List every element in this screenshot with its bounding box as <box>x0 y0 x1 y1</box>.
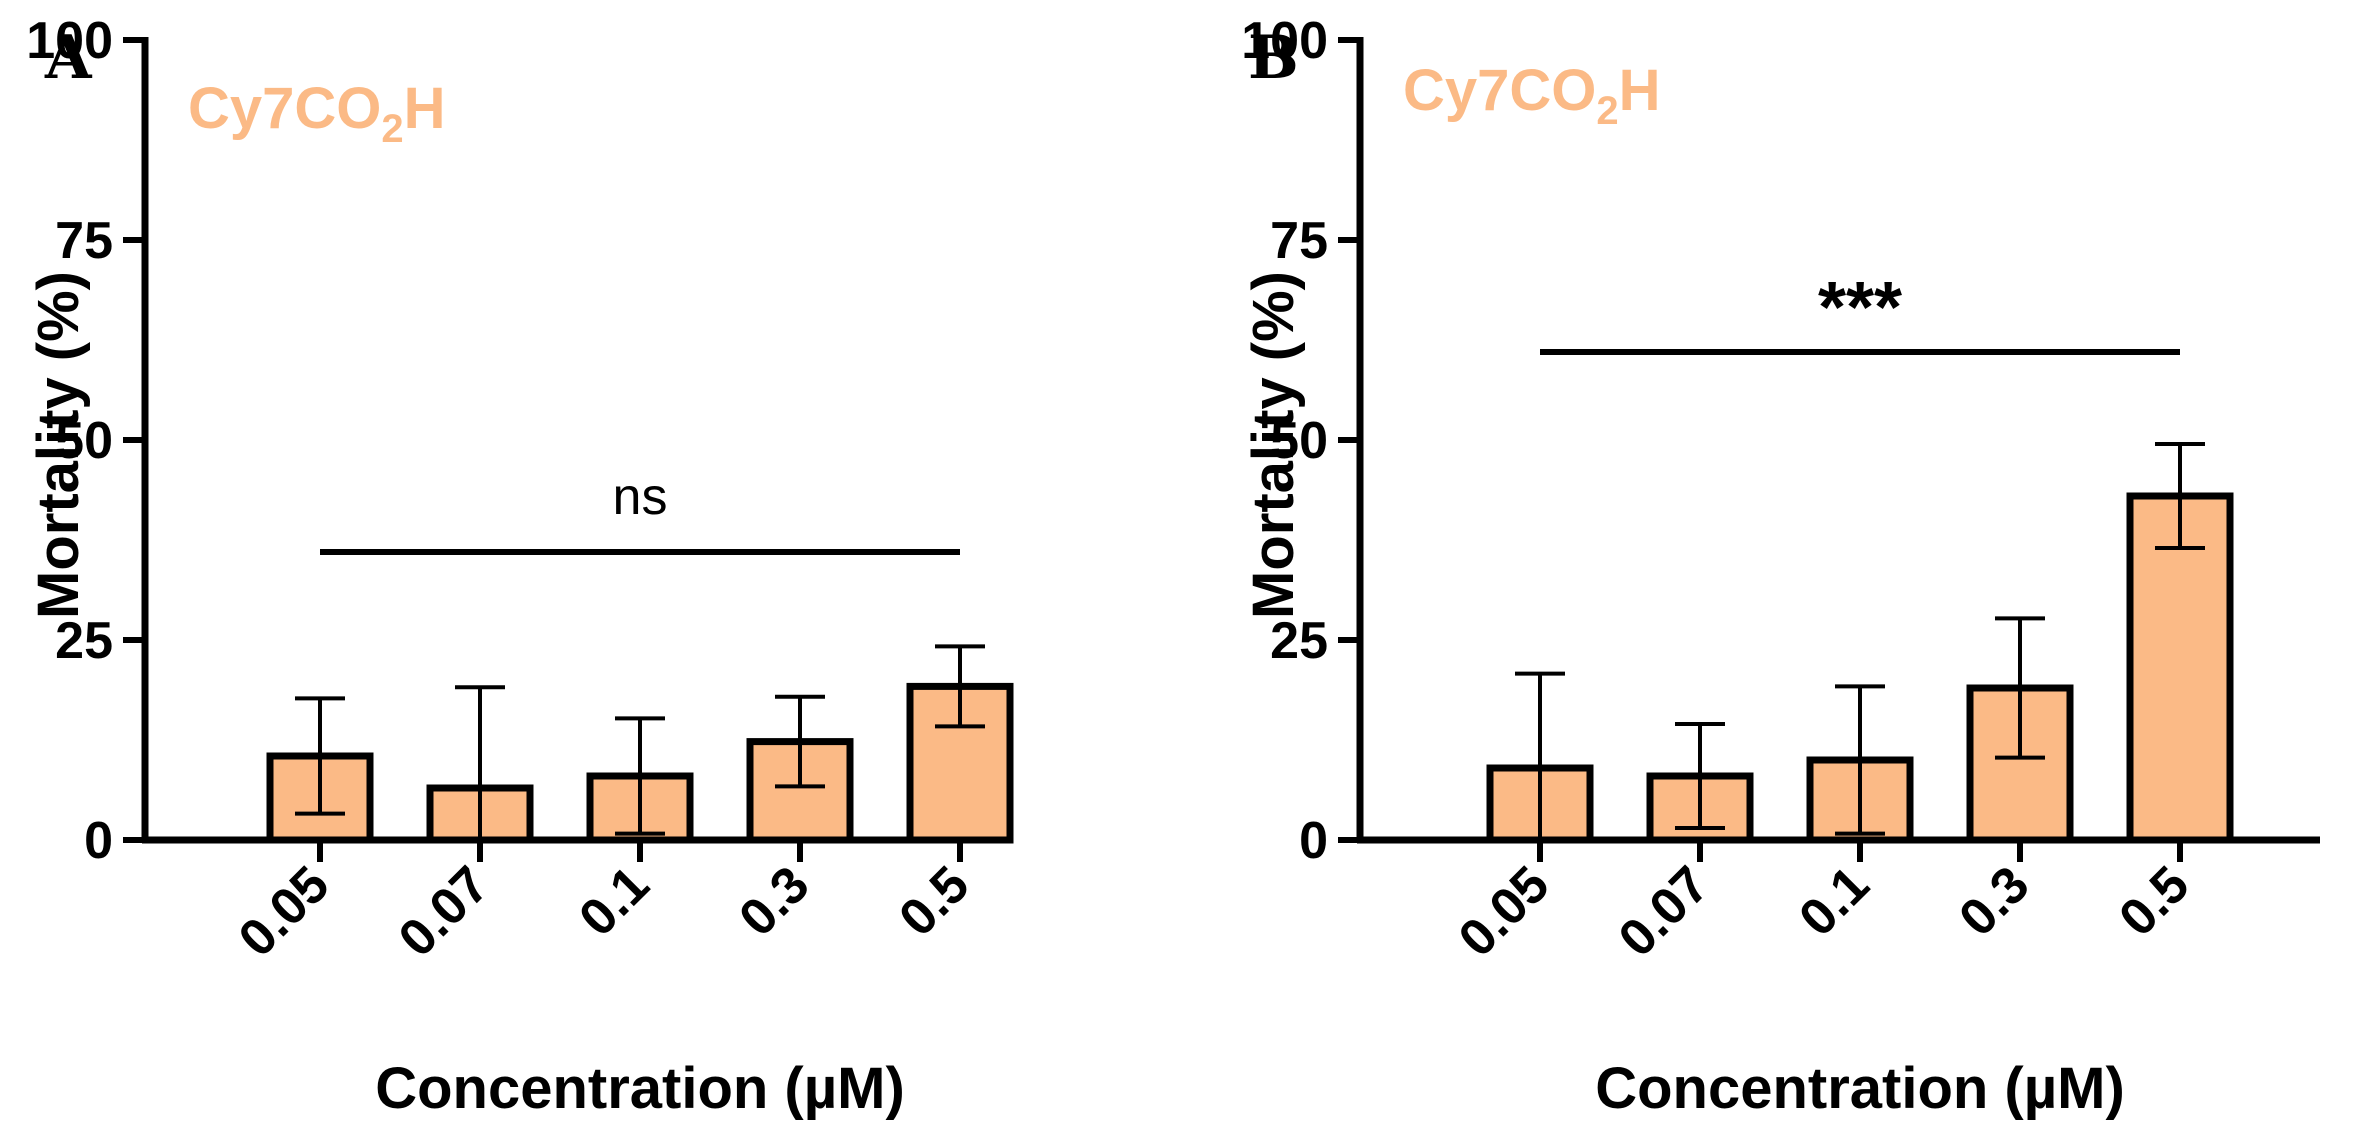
significance-label: *** <box>1818 268 1902 348</box>
x-tick-label: 0.05 <box>1448 855 1561 968</box>
x-tick-label: 0.07 <box>388 855 501 968</box>
significance-label: ns <box>613 468 668 526</box>
y-tick-label: 50 <box>55 412 113 470</box>
x-tick-label: 0.1 <box>568 855 660 947</box>
y-tick-label: 0 <box>84 812 113 870</box>
series-name-label: Cy7CO2H <box>1403 58 1661 133</box>
x-axis-title: Concentration (µM) <box>1595 1056 2125 1121</box>
x-tick-label: 0.05 <box>228 855 341 968</box>
x-tick-label: 0.5 <box>888 855 980 947</box>
bar <box>2126 492 2234 844</box>
x-tick-label: 0.3 <box>728 855 820 947</box>
y-tick-label: 100 <box>1241 12 1328 70</box>
y-axis-title: Mortality (%) <box>1241 271 1306 619</box>
x-tick-label: 0.07 <box>1608 855 1721 968</box>
y-tick-label: 25 <box>55 612 113 670</box>
y-tick-label: 0 <box>1299 812 1328 870</box>
panel-letter-a: A <box>44 23 93 93</box>
series-name-base: Cy7CO <box>1403 58 1596 123</box>
x-axis-title: Concentration (µM) <box>375 1056 905 1121</box>
y-tick-label: 75 <box>55 212 113 270</box>
y-tick-label: 50 <box>1270 412 1328 470</box>
chart-panel-a: Cy7CO2H 0 25 50 75 100 0.05 0.07 0.1 0.3 0.5 Mortal… <box>26 12 1014 1121</box>
series-name-subscript: 2 <box>1596 89 1618 133</box>
series-name-suffix: H <box>404 76 446 141</box>
x-tick-label: 0.1 <box>1788 855 1880 947</box>
y-tick-label: 100 <box>26 12 113 70</box>
y-tick-label: 25 <box>1270 612 1328 670</box>
x-tick-label: 0.5 <box>2108 855 2200 947</box>
series-name-base: Cy7CO <box>188 76 381 141</box>
x-tick-label: 0.3 <box>1948 855 2040 947</box>
series-name-subscript: 2 <box>381 107 403 151</box>
series-name-label: Cy7CO2H <box>188 76 446 151</box>
panel-letter-b: B <box>1248 23 1299 93</box>
series-name-suffix: H <box>1619 58 1661 123</box>
y-axis-title: Mortality (%) <box>26 271 91 619</box>
chart-panel-b: Cy7CO2H 0 25 50 75 100 0.05 0.07 0.1 0.3 0.5 Mortal… <box>1241 12 2320 1121</box>
y-tick-label: 75 <box>1270 212 1328 270</box>
